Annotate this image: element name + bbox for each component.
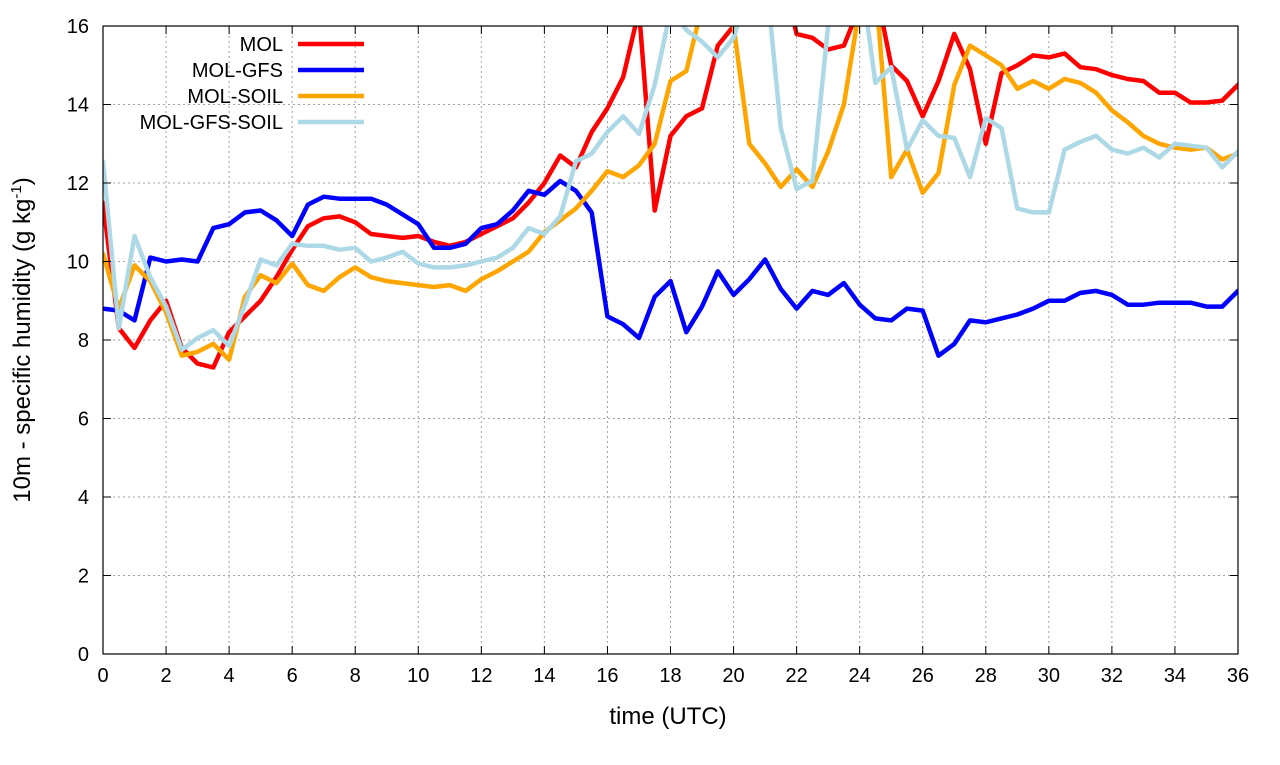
x-tick-label: 26 xyxy=(912,665,934,687)
x-tick-label: 12 xyxy=(470,665,492,687)
y-tick-label: 14 xyxy=(67,95,89,117)
y-tick-label: 10 xyxy=(67,252,89,274)
series-group xyxy=(103,26,1238,370)
x-tick-label: 22 xyxy=(785,665,807,687)
y-tick-label: 0 xyxy=(78,644,89,666)
y-tick-label: 2 xyxy=(78,566,89,588)
y-axis-label-sup: -1 xyxy=(8,185,25,198)
x-tick-label: 24 xyxy=(849,665,871,687)
series-line-mol xyxy=(103,26,1238,370)
y-axis-label-main: 10m - specific humidity (g kg xyxy=(9,199,36,503)
y-tick-label: 4 xyxy=(78,487,89,509)
grid xyxy=(103,26,1238,654)
x-tick-label: 30 xyxy=(1038,665,1060,687)
x-tick-label: 18 xyxy=(659,665,681,687)
x-tick-label: 28 xyxy=(975,665,997,687)
x-tick-label: 8 xyxy=(350,665,361,687)
x-tick-label: 34 xyxy=(1164,665,1186,687)
x-tick-label: 2 xyxy=(160,665,171,687)
y-tick-label: 16 xyxy=(67,16,89,38)
series-line-mol-gfs-soil xyxy=(103,26,1238,353)
x-tick-label: 0 xyxy=(97,665,108,687)
x-tick-label: 14 xyxy=(533,665,555,687)
legend: MOL MOL-GFS MOL-SOIL MOL-GFS-SOIL xyxy=(140,34,364,134)
y-axis-label-end: ) xyxy=(9,177,36,185)
x-tick-label: 32 xyxy=(1101,665,1123,687)
x-tick-label: 16 xyxy=(596,665,618,687)
legend-label: MOL xyxy=(240,34,283,56)
x-axis-label: time (UTC) xyxy=(609,703,726,730)
y-axis-label: 10m - specific humidity (g kg-1) xyxy=(8,177,36,502)
y-tick-label: 12 xyxy=(67,173,89,195)
legend-label: MOL-GFS xyxy=(192,60,283,82)
y-tick-label: 8 xyxy=(78,330,89,352)
series-line-mol-soil xyxy=(103,26,1238,362)
x-tick-label: 10 xyxy=(407,665,429,687)
legend-label: MOL-SOIL xyxy=(187,86,283,108)
x-tick-label: 36 xyxy=(1227,665,1249,687)
x-tick-label: 4 xyxy=(224,665,235,687)
y-tick-label: 6 xyxy=(78,409,89,431)
x-tick-label: 20 xyxy=(722,665,744,687)
legend-label: MOL-GFS-SOIL xyxy=(140,112,283,134)
ticks: 0 2 4 6 8 10 12 14 16 18 20 22 24 26 28 30 32 34 360246810… xyxy=(67,16,1249,687)
x-tick-label: 6 xyxy=(287,665,298,687)
series-line-mol-gfs xyxy=(103,178,1238,358)
